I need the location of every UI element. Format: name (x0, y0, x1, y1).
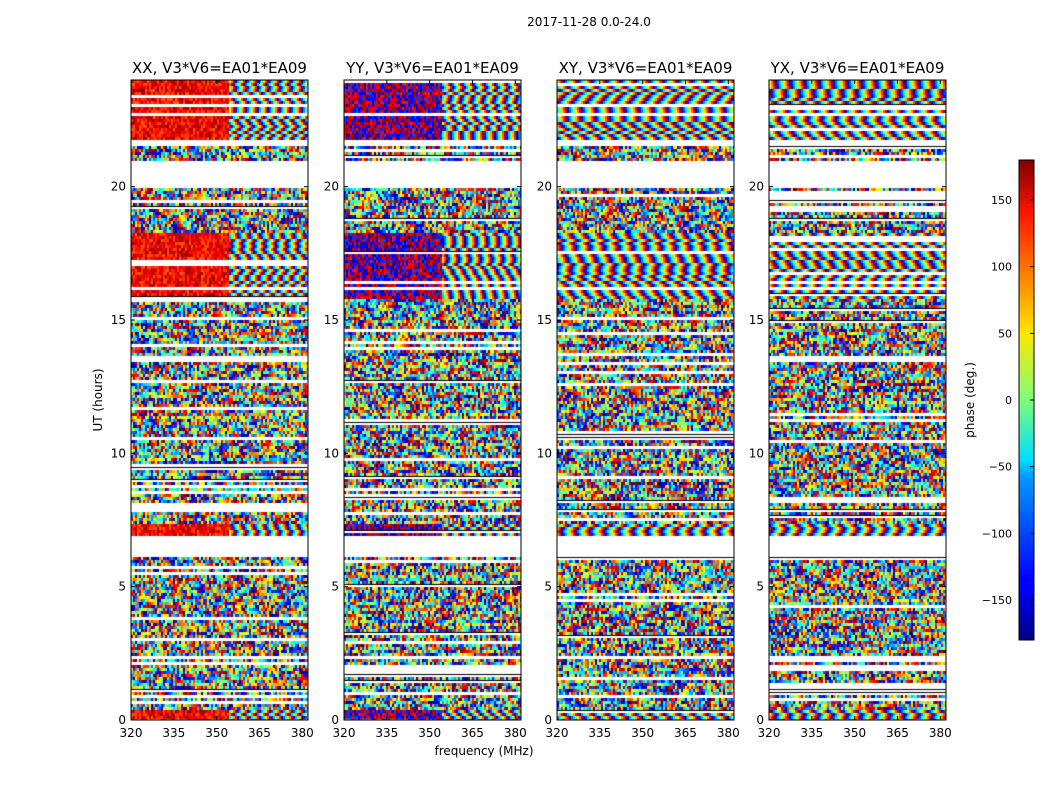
x-tick-label: 320 (758, 726, 781, 740)
x-tick-label: 320 (120, 726, 143, 740)
y-tick-label: 15 (749, 313, 764, 327)
x-tick-label: 365 (461, 726, 484, 740)
y-tick-label: 20 (324, 180, 339, 194)
colorbar-tick-label: −50 (989, 461, 1012, 474)
y-tick-label: 20 (537, 180, 552, 194)
panel-title: YX, V3*V6=EA01*EA09 (770, 59, 945, 77)
x-axis-label: frequency (MHz) (434, 744, 533, 758)
colorbar-tick-label: 150 (991, 194, 1012, 207)
y-axis-label: UT (hours) (91, 368, 105, 431)
y-tick-label: 15 (537, 313, 552, 327)
x-tick-label: 365 (248, 726, 271, 740)
colorbar-tick-label: 0 (1005, 394, 1012, 407)
y-tick-label: 10 (537, 446, 552, 460)
x-tick-label: 350 (418, 726, 441, 740)
colorbar: 150 100 50 0 −50 −100 −150 phase (deg.) (963, 159, 1035, 641)
panel-title: XX, V3*V6=EA01*EA09 (132, 59, 307, 77)
colorbar-tick-label: −100 (982, 527, 1012, 540)
y-tick-label: 10 (324, 446, 339, 460)
x-tick-label: 350 (205, 726, 228, 740)
panel-title: XY, V3*V6=EA01*EA09 (559, 59, 733, 77)
heatmap-image (557, 80, 734, 720)
colorbar-label-group: phase (deg.) (963, 362, 977, 438)
y-tick-label: 15 (324, 313, 339, 327)
y-tick-label: 5 (118, 580, 126, 594)
x-tick-label: 380 (929, 726, 952, 740)
y-tick-label: 20 (111, 180, 126, 194)
colorbar-ticks: 150 100 50 0 −50 −100 −150 (982, 194, 1034, 607)
y-tick-label: 10 (111, 446, 126, 460)
panel-title: YY, V3*V6=EA01*EA09 (345, 59, 519, 77)
x-tick-label: 380 (717, 726, 740, 740)
x-tick-label: 320 (333, 726, 356, 740)
heatmap-image (131, 80, 308, 720)
x-tick-label: 335 (588, 726, 611, 740)
heatmap-image (344, 80, 521, 720)
heatmap-canvas (769, 80, 946, 720)
x-tick-label: 350 (631, 726, 654, 740)
x-tick-label: 335 (162, 726, 185, 740)
y-tick-label: 10 (749, 446, 764, 460)
heatmap-canvas (344, 80, 521, 720)
y-tick-label: 0 (756, 713, 764, 727)
x-tick-label: 335 (800, 726, 823, 740)
x-tick-label: 320 (546, 726, 569, 740)
colorbar-tick-label: 50 (998, 327, 1012, 340)
heatmap-image (769, 80, 946, 720)
panel-frame (343, 79, 522, 721)
panel-xy: XY, V3*V6=EA01*EA09 0 5 10 15 20 320 335 350 365 3… (537, 59, 740, 740)
colorbar-tick-label: 100 (991, 261, 1012, 274)
x-tick-label: 365 (886, 726, 909, 740)
panel-frame (768, 79, 947, 721)
x-tick-label: 365 (674, 726, 697, 740)
x-tick-label: 380 (504, 726, 527, 740)
y-tick-label: 15 (111, 313, 126, 327)
panels: XX, V3*V6=EA01*EA09 0 5 10 15 20 320 335 350 365 3… (111, 59, 952, 740)
y-axis-label-group: UT (hours) (91, 368, 105, 431)
y-tick-label: 5 (331, 580, 339, 594)
x-tick-label: 350 (843, 726, 866, 740)
panel-frame (130, 79, 309, 721)
y-tick-label: 5 (544, 580, 552, 594)
y-tick-label: 0 (331, 713, 339, 727)
panel-yx: YX, V3*V6=EA01*EA09 0 5 10 15 20 320 335 350 365 3… (749, 59, 952, 740)
panel-yy: YY, V3*V6=EA01*EA09 0 5 10 15 20 320 335 350 365 3… (324, 59, 527, 740)
x-tick-label: 335 (375, 726, 398, 740)
colorbar-label: phase (deg.) (963, 362, 977, 438)
y-tick-label: 0 (118, 713, 126, 727)
figure-suptitle: 2017-11-28 0.0-24.0 (527, 15, 651, 29)
heatmap-canvas (131, 80, 308, 720)
panel-frame (556, 79, 735, 721)
panel-xx: XX, V3*V6=EA01*EA09 0 5 10 15 20 320 335 350 365 3… (111, 59, 314, 740)
colorbar-tick-label: −150 (982, 594, 1012, 607)
y-tick-label: 0 (544, 713, 552, 727)
heatmap-canvas (557, 80, 734, 720)
y-tick-label: 20 (749, 180, 764, 194)
y-tick-label: 5 (756, 580, 764, 594)
x-tick-label: 380 (291, 726, 314, 740)
